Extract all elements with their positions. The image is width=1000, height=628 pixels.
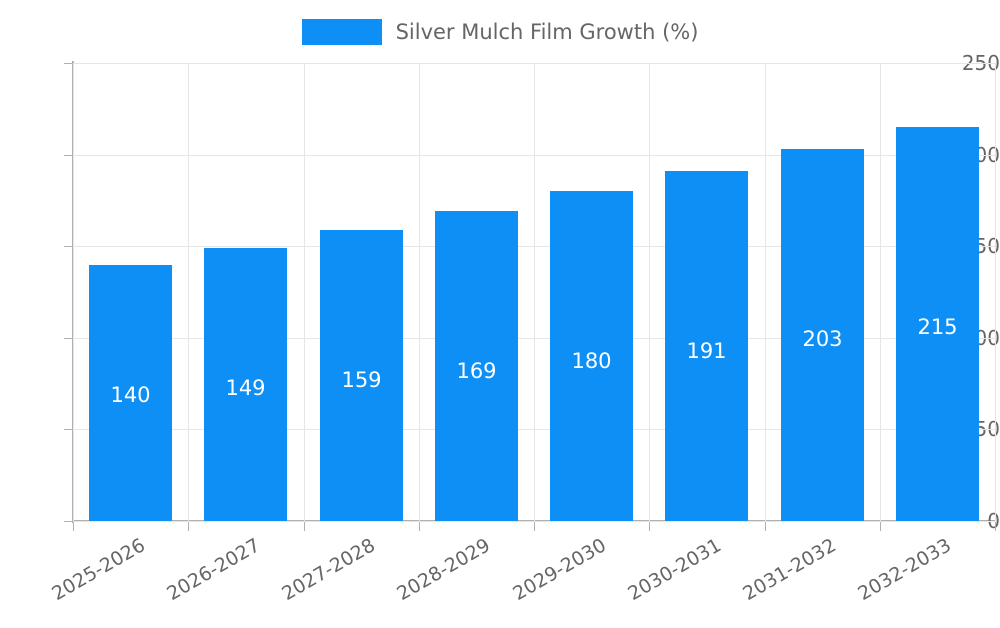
x-axis-tick-mark — [188, 522, 189, 531]
bar[interactable] — [435, 211, 518, 521]
x-axis-tick-mark — [534, 522, 535, 531]
gridline-horizontal — [73, 521, 995, 522]
gridline-vertical — [649, 63, 650, 521]
legend-swatch-icon — [301, 19, 382, 45]
y-axis-tick-mark — [64, 521, 72, 522]
bar-value-label: 191 — [686, 339, 727, 364]
gridline-vertical — [419, 63, 420, 521]
gridline-vertical — [73, 63, 74, 521]
legend-item-silver-mulch-film-growth[interactable]: Silver Mulch Film Growth (%) — [301, 19, 699, 45]
y-axis-tick-mark — [64, 63, 72, 64]
bar[interactable] — [204, 248, 287, 521]
x-axis-tick-mark — [880, 522, 881, 531]
gridline-vertical — [995, 63, 996, 521]
x-axis-tick-mark — [419, 522, 420, 531]
y-axis-tick-mark — [64, 246, 72, 248]
y-axis-tick-mark — [64, 154, 72, 156]
gridline-vertical — [534, 63, 535, 521]
x-axis-tick-mark — [765, 522, 766, 531]
bar[interactable] — [781, 149, 864, 521]
plot-area: 140 149 159 169 180 191 203 215 — [73, 63, 996, 522]
bar-value-label: 159 — [341, 367, 382, 392]
legend-item-label: Silver Mulch Film Growth (%) — [395, 19, 699, 44]
gridline-vertical — [765, 63, 766, 521]
x-axis-tick-mark — [649, 522, 650, 531]
gridline-vertical — [880, 63, 881, 521]
chart-legend: Silver Mulch Film Growth (%) — [0, 12, 1000, 52]
bar[interactable] — [665, 171, 748, 521]
bar-value-label: 215 — [917, 315, 958, 340]
gridline-vertical — [188, 63, 189, 521]
gridline-vertical — [304, 63, 305, 521]
bar-value-label: 180 — [571, 349, 612, 374]
x-axis-tick-mark — [995, 522, 996, 531]
bar-value-label: 140 — [110, 382, 151, 407]
bar-value-label: 203 — [802, 327, 843, 352]
y-axis-tick-mark — [64, 429, 72, 431]
bar-chart: Silver Mulch Film Growth (%) 0 50 100 150 20… — [0, 12, 1000, 605]
bar[interactable] — [550, 191, 633, 521]
bar-value-label: 169 — [456, 359, 497, 384]
bar[interactable] — [320, 229, 403, 521]
bar[interactable] — [89, 264, 172, 521]
x-axis-tick-mark — [73, 522, 74, 531]
x-axis-tick-mark — [304, 522, 305, 531]
bar[interactable] — [896, 127, 979, 521]
bar-value-label: 149 — [225, 376, 266, 401]
y-axis-tick-mark — [64, 337, 72, 339]
